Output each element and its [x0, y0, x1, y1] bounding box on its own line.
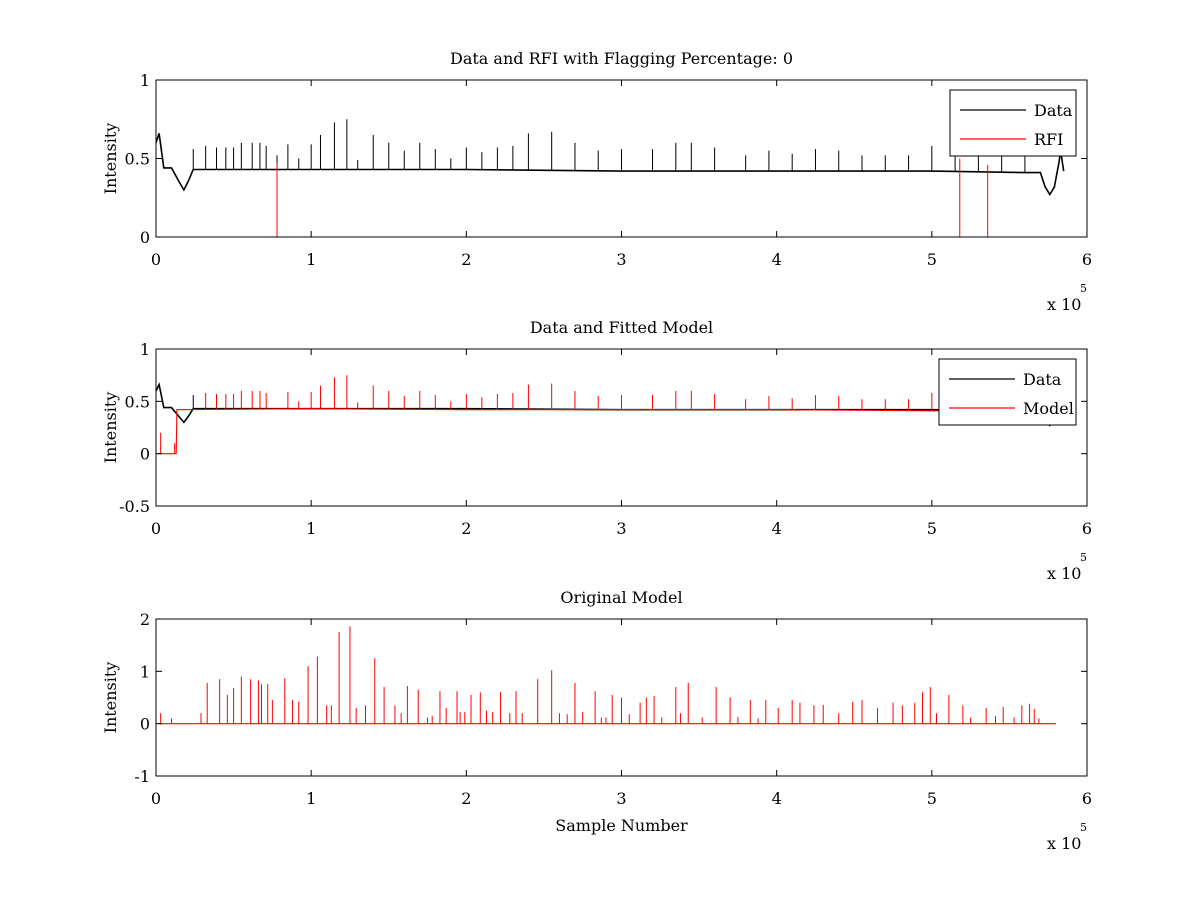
- legend: Data RFI: [949, 89, 1077, 157]
- data-series: [155, 119, 1065, 197]
- data-series-line: [155, 133, 1065, 197]
- y-axis-label: Intensity: [101, 662, 120, 734]
- chart-title: Original Model: [560, 588, 682, 607]
- x-tick-label: 6: [1082, 789, 1092, 808]
- x-exponent-label: x 10: [1047, 834, 1081, 853]
- x-tick-label: 1: [306, 789, 316, 808]
- x-exponent-power: 5: [1080, 551, 1087, 564]
- y-tick-label: 0.5: [125, 150, 150, 169]
- legend-label: Data: [1023, 370, 1062, 389]
- x-tick-label: 3: [616, 250, 626, 269]
- x-tick-label: 2: [461, 789, 471, 808]
- x-tick-label: 0: [151, 250, 161, 269]
- x-tick-label: 5: [927, 519, 937, 538]
- x-axis-label: Sample Number: [555, 816, 688, 835]
- x-tick-label: 1: [306, 519, 316, 538]
- x-tick-label: 0: [151, 789, 161, 808]
- legend-label: Data: [1034, 101, 1073, 120]
- x-tick-label: 2: [461, 519, 471, 538]
- y-tick-label: 0.5: [125, 392, 150, 411]
- y-tick-label: 0: [140, 715, 150, 734]
- legend-box: [949, 89, 1077, 157]
- x-tick-label: 5: [927, 250, 937, 269]
- chart-title: Data and Fitted Model: [530, 318, 713, 337]
- y-tick-label: 1: [140, 71, 150, 90]
- x-exponent-power: 5: [1080, 821, 1087, 834]
- legend-label: RFI: [1034, 130, 1063, 149]
- y-tick-label: 0: [140, 445, 150, 464]
- legend: Data Model: [938, 358, 1077, 426]
- x-tick-label: 4: [772, 250, 782, 269]
- legend-box: [938, 358, 1077, 426]
- x-exponent-label: x 10: [1047, 295, 1081, 314]
- y-tick-label: 1: [140, 340, 150, 359]
- x-tick-label: 6: [1082, 250, 1092, 269]
- plot-area: [156, 349, 1087, 506]
- y-axis-label: Intensity: [101, 392, 120, 464]
- x-tick-label: 5: [927, 789, 937, 808]
- y-tick-label: 2: [140, 610, 150, 629]
- x-tick-label: 3: [616, 519, 626, 538]
- x-tick-label: 4: [772, 789, 782, 808]
- y-tick-label: 0: [140, 228, 150, 247]
- x-tick-label: 3: [616, 789, 626, 808]
- x-tick-label: 1: [306, 250, 316, 269]
- rfi-series: [276, 158, 989, 237]
- model-series: [159, 626, 1056, 725]
- x-exponent-power: 5: [1080, 282, 1087, 295]
- x-tick-label: 6: [1082, 519, 1092, 538]
- chart-title: Data and RFI with Flagging Percentage: 0: [450, 49, 793, 68]
- x-tick-label: 2: [461, 250, 471, 269]
- legend-label: Model: [1023, 399, 1074, 418]
- y-tick-label: 1: [140, 662, 150, 681]
- x-tick-label: 0: [151, 519, 161, 538]
- x-exponent-label: x 10: [1047, 564, 1081, 583]
- y-tick-label: -1: [134, 767, 150, 786]
- y-tick-label: -0.5: [119, 497, 150, 516]
- x-tick-label: 4: [772, 519, 782, 538]
- y-axis-label: Intensity: [101, 123, 120, 195]
